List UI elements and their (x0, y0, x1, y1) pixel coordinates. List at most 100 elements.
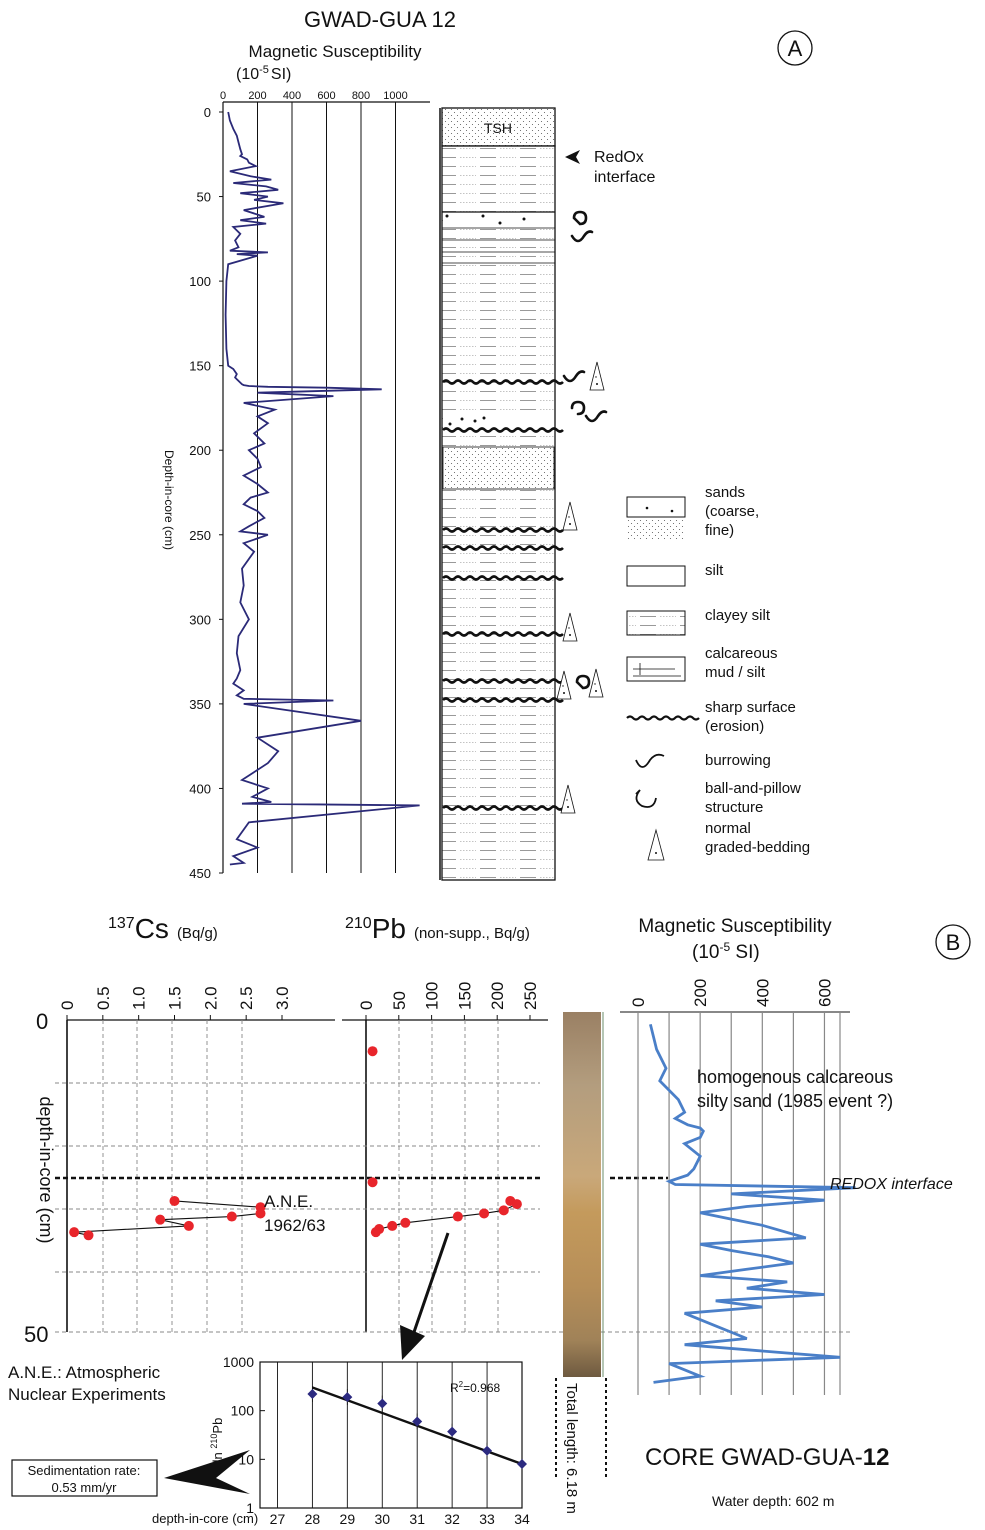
inset-point (307, 1389, 318, 1400)
legend-label-sands: sands (705, 484, 745, 501)
cs-tick-label: 2.5 (237, 986, 256, 1010)
panel-b-letter-circle (935, 924, 971, 960)
graded-dot (568, 516, 570, 518)
log-column (441, 145, 556, 881)
ms-a-ytick-label: 200 (189, 443, 211, 458)
inset-ytick-label: 10 (238, 1451, 254, 1467)
legend-graded-dot (655, 852, 657, 854)
inset-data (307, 1386, 527, 1473)
inset-point (342, 1392, 353, 1403)
inset-xtick-label: 31 (409, 1511, 425, 1527)
ms-title-b: Magnetic Susceptibility (638, 916, 832, 937)
side-symbols (562, 210, 608, 690)
inset-xtick-label: 32 (444, 1511, 460, 1527)
graded-bedding-icon (562, 612, 578, 642)
pb-tick-label: 50 (390, 991, 409, 1010)
pb-point (498, 1205, 509, 1216)
graded-dot (568, 627, 570, 629)
inset-xtick-label: 29 (340, 1511, 356, 1527)
legend-calcareous-pattern (633, 663, 681, 677)
ms-unit-b: (10-5 SI) (692, 940, 760, 963)
cs-point (226, 1211, 237, 1222)
panel-a-letter-circle (777, 30, 813, 66)
inset-point (482, 1445, 493, 1456)
legend-label-graded: normal (705, 820, 751, 837)
legend-label-burrowing: burrowing (705, 752, 771, 769)
cs-tick-label: 0.5 (94, 986, 113, 1010)
ms-a-xtick-label: 800 (352, 90, 370, 102)
erosion-surface (442, 575, 564, 581)
erosion-surface (442, 379, 564, 385)
panel-a-letter: A (788, 36, 803, 61)
legend-sharp-surface-icon (626, 715, 700, 721)
pb-tick-label: 100 (423, 982, 442, 1010)
cs-point (69, 1227, 80, 1238)
ms-a-ytick-label: 300 (189, 612, 211, 627)
graded-bedding-symbols (556, 361, 605, 814)
sed-rate-label-1: Sedimentation rate: (28, 1463, 141, 1478)
legend-burrowing-icon (635, 753, 665, 768)
panel-a: GWAD-GUA 12 A Magnetic Susceptibility (1… (162, 7, 813, 881)
pb-tick-label: 150 (455, 982, 474, 1010)
ms-a-xtick-label: 1000 (383, 90, 407, 102)
pb-point (511, 1199, 522, 1210)
pb-point (370, 1227, 381, 1238)
legend: sands (coarse, fine) silt clayey silt calcare… (626, 484, 810, 861)
pb-tick-label: 200 (488, 982, 507, 1010)
legend-label-ball-pillow: structure (705, 799, 763, 816)
inset-xtick-label: 30 (374, 1511, 390, 1527)
pb-point (387, 1220, 398, 1231)
water-depth: Water depth: 602 m (712, 1493, 834, 1509)
sand-unit-2 (443, 414, 554, 430)
ms-a-ytick-label: 150 (189, 359, 211, 374)
coarse-sand-dots-1 (445, 214, 526, 225)
legend-sands-coarse-swatch (626, 496, 686, 518)
cs-tick-label: 1.5 (166, 986, 185, 1010)
inset-xtick-label: 28 (305, 1511, 321, 1527)
ms-a-curve (224, 111, 420, 866)
inset-ytick-label: 100 (231, 1403, 255, 1419)
graded-bedding-icon (556, 670, 572, 700)
legend-label-sands: fine) (705, 522, 734, 539)
graded-bedding-icon (562, 501, 578, 531)
depth-axis-label-a: Depth-in-core (cm) (162, 450, 176, 550)
cs-tick-label: 3.0 (273, 986, 292, 1010)
ane-note-1: A.N.E.: Atmospheric (8, 1363, 161, 1382)
inset-r2: R2=0.968 (450, 1380, 500, 1395)
graded-dot (563, 692, 565, 694)
ball-pillow-icon (575, 674, 591, 690)
erosion-surface (442, 805, 564, 811)
panel-b-letter: B (946, 930, 961, 955)
inset-chart: 27 28 29 30 31 32 33 34 1000 100 10 1 ln 210Pb dept… (152, 1354, 530, 1527)
ms-a-ytick-label: 450 (189, 866, 211, 881)
graded-dot (562, 685, 564, 687)
inset-xtick-label: 34 (514, 1511, 530, 1527)
total-length-label: Total length: 6.18 m (563, 1383, 580, 1514)
core-photo (563, 1012, 601, 1377)
legend-dot (645, 506, 649, 510)
inset-xlabel: depth-in-core (cm) (152, 1511, 258, 1526)
burrowing-icon (570, 230, 594, 243)
ms-a-ytick-label: 100 (189, 274, 211, 289)
graded-dot (595, 376, 597, 378)
panel-a-title: GWAD-GUA 12 (304, 7, 456, 32)
redox-label-1: RedOx (594, 149, 644, 166)
legend-label-ball-pillow: ball-and-pillow (705, 780, 801, 797)
depth-tick-0: 0 (36, 1009, 48, 1034)
inset-ytick-label: 1000 (223, 1354, 254, 1370)
pb-tick-label: 250 (521, 982, 540, 1010)
ms-title-a: Magnetic Susceptibility (249, 42, 422, 61)
inset-point (412, 1416, 423, 1427)
cs-point (255, 1208, 266, 1219)
ane-label-1: A.N.E. (264, 1192, 313, 1211)
ms-a-xtick-label: 200 (248, 90, 266, 102)
ms-a-axes: 0 200 400 600 800 1000 0 50 100 150 200 250 300 350 40… (189, 90, 430, 881)
legend-label-calcareous: mud / silt (705, 664, 766, 681)
inset-ytick-label: 1 (246, 1500, 254, 1516)
homogenous-note-1: homogenous calcareous (697, 1067, 893, 1087)
burrowing-icon (584, 410, 608, 423)
inset-point (517, 1459, 527, 1470)
pb-connector (375, 1200, 519, 1233)
panel-b-axes: 0 0.5 1.0 1.5 2.0 2.5 3.0 0 50 100 150 200 250 0 200 40… (55, 979, 850, 1395)
cs-title: 137Cs (Bq/g) (108, 913, 218, 944)
